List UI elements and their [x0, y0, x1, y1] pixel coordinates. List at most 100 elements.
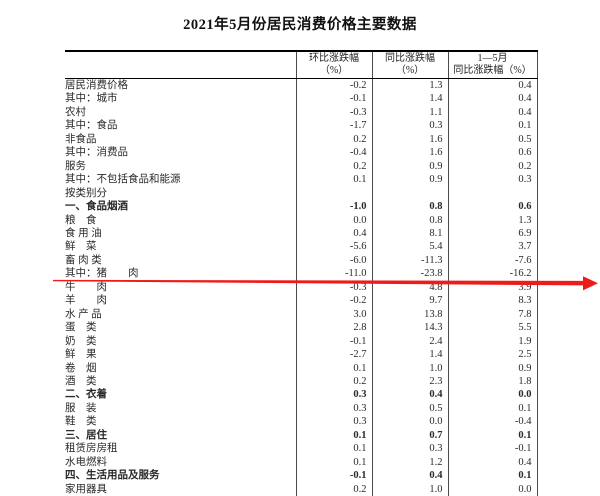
row-label: 家用器具 [65, 483, 296, 496]
ytd-value: 0.0 [448, 388, 537, 401]
row-label: 按类别分 [65, 187, 296, 200]
table-row: 蛋 类 2.8 14.3 5.5 [65, 321, 537, 334]
mom-value: -0.4 [296, 146, 372, 159]
yoy-value: 1.6 [372, 133, 448, 146]
row-label: 其中：猪 肉 [65, 267, 296, 280]
ytd-value: 0.9 [448, 362, 537, 375]
row-label: 水 产 品 [65, 308, 296, 321]
ytd-value: 1.8 [448, 375, 537, 388]
table-row: 水电燃料 0.1 1.2 0.4 [65, 456, 537, 469]
yoy-value: 1.4 [372, 92, 448, 105]
ytd-value: 8.3 [448, 294, 537, 307]
mom-value: -1.7 [296, 119, 372, 132]
table-row: 三、居住 0.1 0.7 0.1 [65, 429, 537, 442]
mom-value: 3.0 [296, 308, 372, 321]
ytd-value: 0.6 [448, 146, 537, 159]
table-row: 其中：消费品 -0.4 1.6 0.6 [65, 146, 537, 159]
mom-value: 0.1 [296, 442, 372, 455]
table-row: 农村 -0.3 1.1 0.4 [65, 106, 537, 119]
yoy-value: -23.8 [372, 267, 448, 280]
row-label: 一、食品烟酒 [65, 200, 296, 213]
row-label: 三、居住 [65, 429, 296, 442]
ytd-value: 0.3 [448, 173, 537, 186]
row-label: 租赁房房租 [65, 442, 296, 455]
row-label: 水电燃料 [65, 456, 296, 469]
yoy-value: 9.7 [372, 294, 448, 307]
row-label: 其中：消费品 [65, 146, 296, 159]
ytd-value: 2.5 [448, 348, 537, 361]
row-label: 其中：城市 [65, 92, 296, 105]
yoy-value: 1.6 [372, 146, 448, 159]
table-row: 一、食品烟酒 -1.0 0.8 0.6 [65, 200, 537, 213]
ytd-value: 0.4 [448, 456, 537, 469]
ytd-value: 0.4 [448, 79, 537, 93]
mom-value [296, 187, 372, 200]
yoy-value: 1.4 [372, 348, 448, 361]
mom-value: -11.0 [296, 267, 372, 280]
row-label: 鲜 菜 [65, 240, 296, 253]
mom-value: -0.2 [296, 294, 372, 307]
yoy-value: 13.8 [372, 308, 448, 321]
ytd-value: 0.4 [448, 106, 537, 119]
mom-value: -5.6 [296, 240, 372, 253]
row-label: 食 用 油 [65, 227, 296, 240]
table-row: 食 用 油 0.4 8.1 6.9 [65, 227, 537, 240]
mom-value: -2.7 [296, 348, 372, 361]
table-row: 粮 食 0.0 0.8 1.3 [65, 214, 537, 227]
ytd-value: 0.5 [448, 133, 537, 146]
table-row: 鲜 果 -2.7 1.4 2.5 [65, 348, 537, 361]
header-yoy-line2: （%） [396, 65, 424, 76]
row-label: 其中：食品 [65, 119, 296, 132]
row-label: 鲜 果 [65, 348, 296, 361]
table-row: 水 产 品 3.0 13.8 7.8 [65, 308, 537, 321]
row-label: 蛋 类 [65, 321, 296, 334]
row-label: 非食品 [65, 133, 296, 146]
table-row: 其中：猪 肉 -11.0 -23.8 -16.2 [65, 267, 537, 280]
ytd-value: 7.8 [448, 308, 537, 321]
yoy-value: 1.1 [372, 106, 448, 119]
row-label: 农村 [65, 106, 296, 119]
table-row: 羊 肉 -0.2 9.7 8.3 [65, 294, 537, 307]
cpi-data-table: 环比涨跌幅 （%） 同比涨跌幅 （%） 1—5月 同比涨跌幅（%） 居民消费价格… [65, 50, 538, 496]
page-title: 2021年5月份居民消费价格主要数据 [0, 13, 600, 34]
yoy-value: 0.5 [372, 402, 448, 415]
yoy-value: 0.7 [372, 429, 448, 442]
row-label: 四、生活用品及服务 [65, 469, 296, 482]
mom-value: 0.1 [296, 173, 372, 186]
header-mom: 环比涨跌幅 （%） [296, 51, 372, 79]
yoy-value: 4.8 [372, 281, 448, 294]
ytd-value: 0.1 [448, 469, 537, 482]
table-row: 酒 类 0.2 2.3 1.8 [65, 375, 537, 388]
table-row: 鞋 类 0.3 0.0 -0.4 [65, 415, 537, 428]
yoy-value: 1.3 [372, 79, 448, 93]
header-yoy: 同比涨跌幅 （%） [372, 51, 448, 79]
mom-value: -0.3 [296, 281, 372, 294]
header-ytd-line2: 同比涨跌幅（%） [453, 65, 531, 76]
header-blank [65, 51, 296, 79]
table-row: 非食品 0.2 1.6 0.5 [65, 133, 537, 146]
table-row: 奶 类 -0.1 2.4 1.9 [65, 335, 537, 348]
row-label: 牛 肉 [65, 281, 296, 294]
ytd-value: 0.1 [448, 119, 537, 132]
mom-value: -0.1 [296, 335, 372, 348]
row-label: 酒 类 [65, 375, 296, 388]
ytd-value: 0.6 [448, 200, 537, 213]
table-row: 牛 肉 -0.3 4.8 3.9 [65, 281, 537, 294]
row-label: 畜 肉 类 [65, 254, 296, 267]
row-label: 其中：不包括食品和能源 [65, 173, 296, 186]
table-body: 居民消费价格 -0.2 1.3 0.4 其中：城市 -0.1 1.4 0.4 农… [65, 79, 537, 496]
yoy-value: 0.3 [372, 442, 448, 455]
mom-value: -1.0 [296, 200, 372, 213]
mom-value: 0.2 [296, 375, 372, 388]
mom-value: 0.1 [296, 456, 372, 469]
row-label: 居民消费价格 [65, 79, 296, 93]
header-yoy-line1: 同比涨跌幅 [385, 53, 435, 64]
ytd-value: -0.4 [448, 415, 537, 428]
ytd-value: -7.6 [448, 254, 537, 267]
mom-value: -0.2 [296, 79, 372, 93]
ytd-value: 0.2 [448, 160, 537, 173]
table-row: 家用器具 0.2 1.0 0.0 [65, 483, 537, 496]
table-header-row: 环比涨跌幅 （%） 同比涨跌幅 （%） 1—5月 同比涨跌幅（%） [65, 51, 537, 79]
yoy-value: 0.3 [372, 119, 448, 132]
